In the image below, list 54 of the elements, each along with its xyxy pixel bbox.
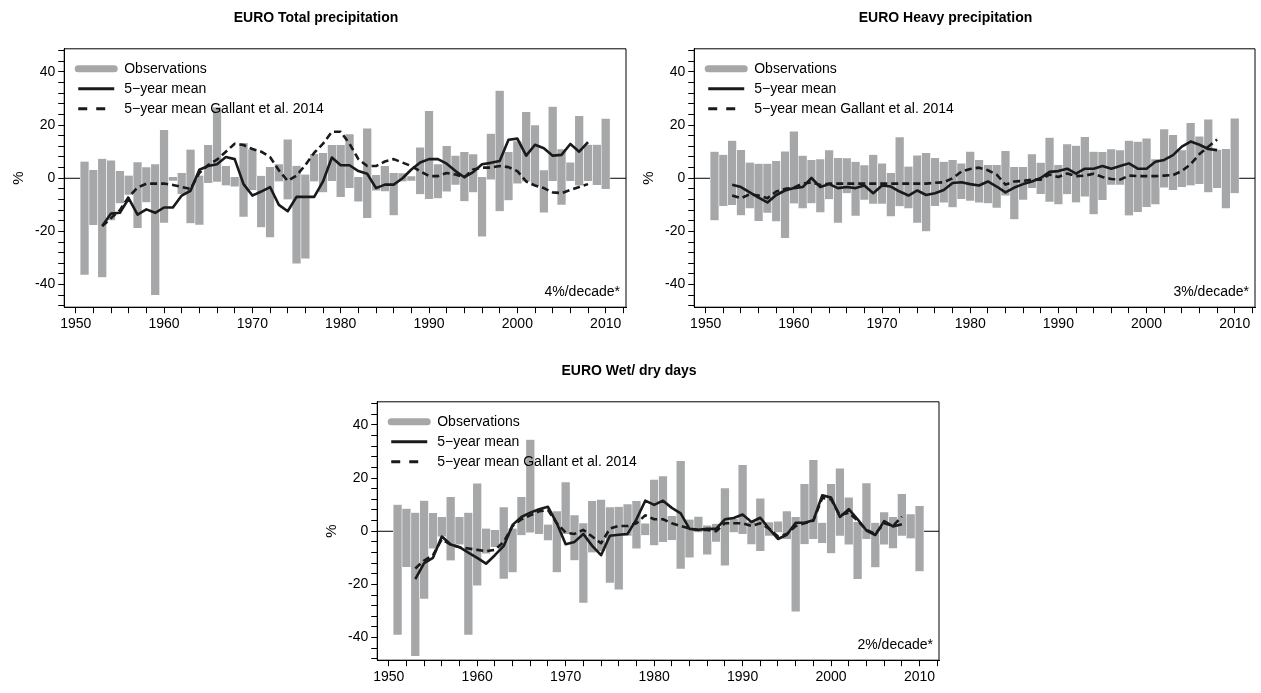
x-tick-label: 1970 xyxy=(550,668,582,685)
x-tick-label: 1980 xyxy=(954,315,986,332)
x-tick-label: 1990 xyxy=(1042,315,1075,332)
x-tick-label: 1950 xyxy=(60,315,92,332)
y-tick-label: -20 xyxy=(35,222,56,239)
x-tick-label: 1970 xyxy=(866,315,898,332)
x-tick-label: 2010 xyxy=(903,668,936,685)
y-tick-label: 20 xyxy=(669,115,686,132)
x-tick-label: 1990 xyxy=(727,668,759,685)
x-tick-label: 1980 xyxy=(325,315,357,332)
x-tick-label: 1960 xyxy=(148,315,180,332)
x-tick-label: 2000 xyxy=(1130,315,1163,332)
legend-label: Observations xyxy=(124,59,207,76)
x-tick-label: 2000 xyxy=(501,315,534,332)
x-tick-label: 1950 xyxy=(373,668,405,685)
legend-label: 5−year mean xyxy=(754,79,837,96)
x-tick-label: 1990 xyxy=(413,315,445,332)
legend-label: 5−year mean Gallant et al. 2014 xyxy=(754,99,955,116)
x-tick-label: 2010 xyxy=(1219,315,1251,332)
y-axis-title: % xyxy=(322,524,340,538)
x-tick-label: 1960 xyxy=(461,668,493,685)
y-tick-label: 40 xyxy=(39,62,56,79)
x-tick-label: 1980 xyxy=(638,668,670,685)
y-tick-label: 40 xyxy=(352,415,369,432)
legend-label: 5−year mean Gallant et al. 2014 xyxy=(437,452,638,469)
chart-title: EURO Heavy precipitation xyxy=(858,9,1033,26)
annotation: 3%/decade* xyxy=(1173,283,1250,300)
y-tick-label: -40 xyxy=(348,628,369,645)
y-tick-label: -40 xyxy=(35,275,56,292)
legend-label: 5−year mean Gallant et al. 2014 xyxy=(124,99,325,116)
x-tick-label: 1960 xyxy=(778,315,810,332)
chart-title: EURO Wet/ dry days xyxy=(561,362,697,379)
x-tick-label: 1950 xyxy=(690,315,722,332)
y-axis-title: % xyxy=(639,171,657,185)
legend-label: 5−year mean xyxy=(124,79,207,96)
legend-label: Observations xyxy=(437,412,520,429)
y-tick-label: 40 xyxy=(669,62,686,79)
x-tick-label: 1970 xyxy=(236,315,269,332)
y-tick-label: 0 xyxy=(360,522,369,539)
legend-label: Observations xyxy=(754,59,837,76)
y-tick-label: 20 xyxy=(352,468,369,485)
y-axis-title: % xyxy=(9,171,27,185)
annotation: 4%/decade* xyxy=(544,283,621,300)
x-tick-label: 2000 xyxy=(815,668,847,685)
chart-title: EURO Total precipitation xyxy=(233,9,399,26)
legend-label: 5−year mean xyxy=(437,432,520,449)
y-tick-label: -20 xyxy=(665,222,686,239)
x-tick-label: 2010 xyxy=(590,315,622,332)
y-tick-label: 20 xyxy=(39,115,56,132)
y-tick-label: -20 xyxy=(348,575,369,592)
y-tick-label: 0 xyxy=(47,169,56,186)
y-tick-label: 0 xyxy=(677,169,686,186)
y-tick-label: -40 xyxy=(665,275,686,292)
annotation: 2%/decade* xyxy=(857,636,934,653)
